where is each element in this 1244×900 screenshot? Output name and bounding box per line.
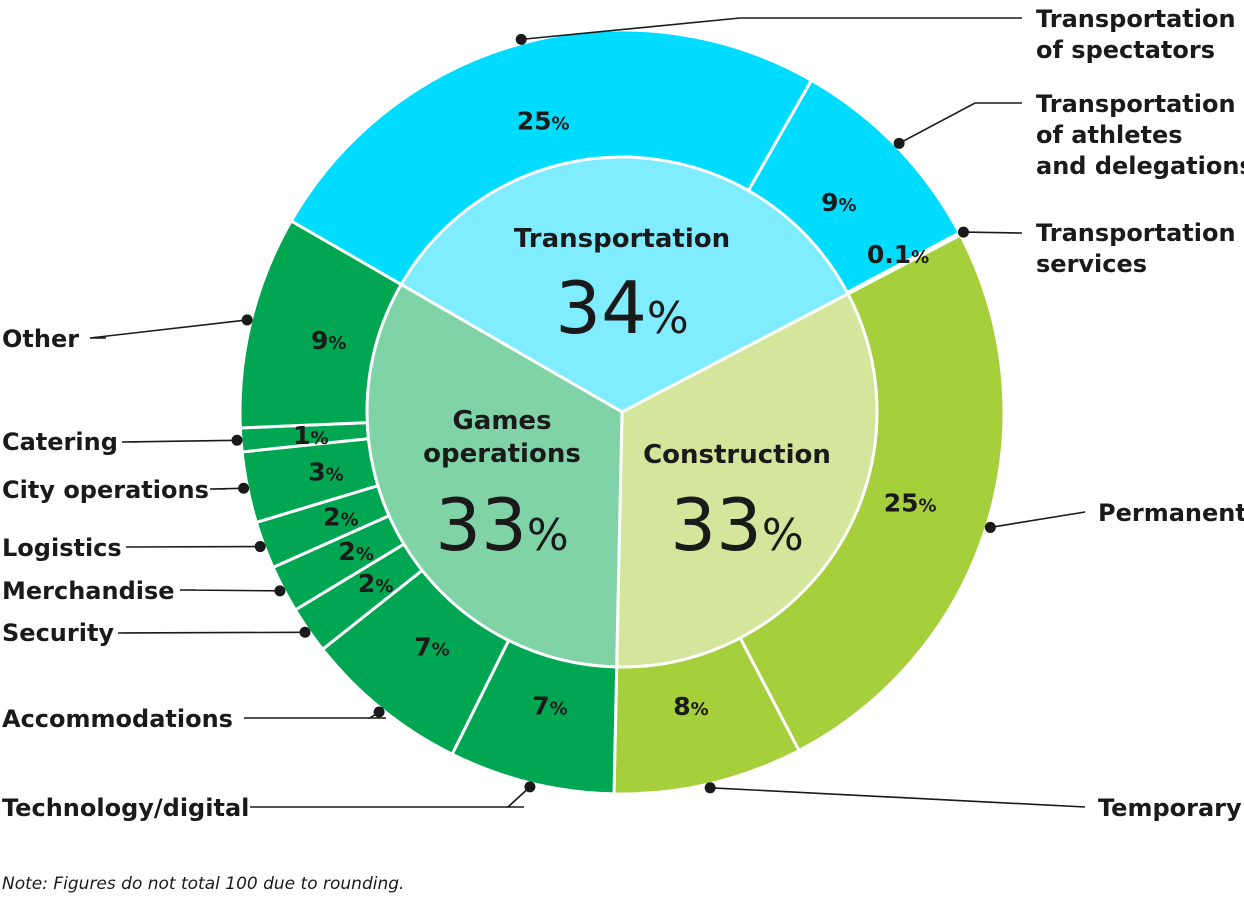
callout-label-security: Security bbox=[2, 619, 114, 647]
callout-label-permanent: Permanent bbox=[1098, 499, 1244, 527]
callout-line bbox=[521, 17, 1022, 41]
callout-label-transportation-services: Transportation bbox=[1036, 219, 1236, 247]
callout-line bbox=[710, 787, 1086, 808]
inner-wedge-construction bbox=[615, 291, 879, 669]
value-label-city-operations: 3% bbox=[308, 458, 343, 487]
callout-label-city-operations: City operations bbox=[2, 476, 209, 504]
category-pct-transportation: 34% bbox=[555, 266, 688, 350]
callout-line bbox=[121, 439, 238, 443]
callout-line bbox=[117, 631, 306, 634]
callout-technology-digital: Technology/digital bbox=[2, 781, 536, 822]
value-label-transportation-of-athletes-and-delegations: 9% bbox=[821, 188, 856, 217]
callout-transportation-of-spectators: Transportation of spectators bbox=[515, 5, 1236, 64]
callout-permanent: Permanent bbox=[984, 499, 1244, 533]
callout-city-operations: City operations bbox=[2, 476, 250, 504]
callout-label-transportation-services: services bbox=[1036, 250, 1147, 278]
value-label-catering: 1% bbox=[293, 421, 328, 450]
outer-value-labels: 25% 9% 0.1% 25% 8% 7% 7% 2% 2% 2% 3% 1% 9% bbox=[293, 106, 936, 721]
value-label-permanent: 25% bbox=[884, 488, 937, 517]
callout-label-transportation-of-spectators: of spectators bbox=[1036, 36, 1215, 64]
callout-merchandise: Merchandise bbox=[2, 577, 286, 605]
value-label-security: 2% bbox=[358, 569, 393, 598]
callout-label-transportation-of-athletes-and-delegations: and delegations bbox=[1036, 152, 1244, 180]
callout-label-transportation-of-spectators: Transportation bbox=[1036, 5, 1236, 33]
callout-label-technology-digital: Technology/digital bbox=[2, 794, 249, 822]
value-label-temporary: 8% bbox=[673, 692, 708, 721]
outer-ring bbox=[238, 28, 1006, 796]
category-name-transportation: Transportation bbox=[514, 224, 730, 254]
value-label-technology-digital: 7% bbox=[532, 691, 567, 720]
value-label-transportation-services: 0.1% bbox=[867, 240, 929, 269]
category-name-games-operations: operations bbox=[423, 439, 581, 469]
callout-label-merchandise: Merchandise bbox=[2, 577, 175, 605]
callout-line bbox=[179, 589, 280, 592]
callout-label-transportation-of-athletes-and-delegations: Transportation bbox=[1036, 90, 1236, 118]
callout-transportation-of-athletes-and-delegations: Transportation of athletes and delegations bbox=[893, 90, 1244, 180]
category-name-games-operations: Games bbox=[452, 406, 551, 436]
category-name-construction: Construction bbox=[643, 440, 831, 470]
callout-label-other: Other bbox=[2, 325, 79, 353]
callout-label-transportation-of-athletes-and-delegations: of athletes bbox=[1036, 121, 1183, 149]
inner-wedge-games-operations bbox=[365, 282, 624, 669]
callout-line bbox=[209, 487, 244, 490]
value-label-other: 9% bbox=[311, 326, 346, 355]
footnote: Note: Figures do not total 100 due to ro… bbox=[2, 874, 405, 894]
callout-line bbox=[505, 786, 531, 808]
inner-category-labels: Transportation 34% Construction 33% Gamesope… bbox=[423, 224, 831, 567]
callout-label-accommodations: Accommodations bbox=[2, 705, 233, 733]
callout-label-catering: Catering bbox=[2, 428, 118, 456]
callout-line bbox=[89, 319, 248, 339]
callout-line bbox=[898, 102, 1022, 145]
category-pct-construction: 33% bbox=[670, 483, 803, 567]
callout-temporary: Temporary bbox=[704, 782, 1242, 822]
callout-line bbox=[990, 511, 1086, 529]
value-label-transportation-of-spectators: 25% bbox=[517, 106, 570, 135]
callout-other: Other bbox=[2, 314, 253, 353]
callout-label-temporary: Temporary bbox=[1098, 794, 1242, 822]
callout-transportation-services: Transportation services bbox=[958, 219, 1236, 278]
callout-security: Security bbox=[2, 619, 311, 647]
value-label-merchandise: 2% bbox=[338, 537, 373, 566]
value-label-accommodations: 7% bbox=[414, 633, 449, 662]
callout-label-logistics: Logistics bbox=[2, 534, 122, 562]
callout-accommodations: Accommodations bbox=[2, 705, 386, 733]
callout-line bbox=[963, 231, 1023, 234]
callout-catering: Catering bbox=[2, 428, 243, 456]
category-pct-games-operations: 33% bbox=[435, 483, 568, 567]
inner-ring bbox=[365, 155, 879, 669]
callout-logistics: Logistics bbox=[2, 534, 266, 562]
value-label-logistics: 2% bbox=[323, 503, 358, 532]
